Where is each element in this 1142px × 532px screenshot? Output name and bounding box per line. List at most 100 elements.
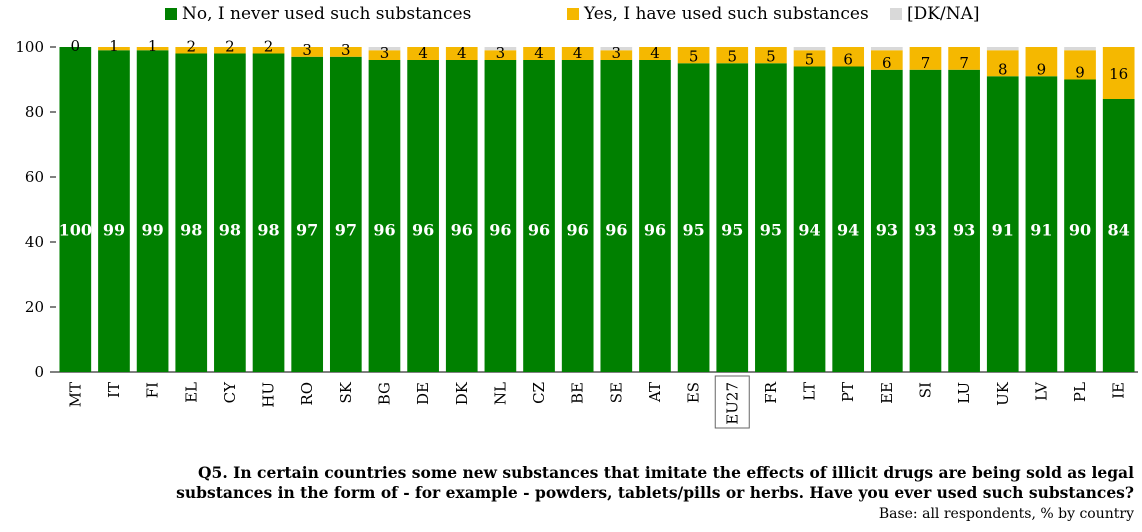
bar-segment-dkna bbox=[484, 47, 517, 51]
x-tick-label: PT bbox=[839, 382, 857, 402]
x-tick-label: LT bbox=[801, 382, 819, 401]
bar-segment-used bbox=[136, 47, 169, 51]
data-label-used: 7 bbox=[921, 54, 931, 72]
bar-segment-never bbox=[909, 69, 942, 372]
bar-segment-never bbox=[445, 60, 478, 372]
x-tick-label: EL bbox=[182, 382, 200, 403]
bar-segment-never bbox=[600, 60, 633, 372]
stacked-bar-chart: 0204060801001000MT991IT991FI982EL982CY98… bbox=[15, 37, 1138, 429]
legend-label-used: Yes, I have used such substances bbox=[584, 4, 869, 24]
data-label-used: 6 bbox=[882, 54, 892, 72]
data-label-used: 16 bbox=[1109, 65, 1128, 83]
legend-item-never-used: No, I never used such substances bbox=[165, 4, 471, 24]
data-label-used: 4 bbox=[534, 44, 544, 62]
data-label-never: 95 bbox=[721, 221, 743, 240]
data-label-never: 93 bbox=[914, 221, 936, 240]
bar-segment-used bbox=[329, 47, 362, 57]
x-tick-label: IT bbox=[105, 382, 123, 398]
bar-segment-never bbox=[329, 56, 362, 372]
bar-segment-used bbox=[909, 47, 942, 70]
data-label-never: 97 bbox=[296, 221, 318, 240]
data-label-used: 3 bbox=[380, 44, 390, 62]
data-label-never: 96 bbox=[373, 221, 395, 240]
x-tick-label: NL bbox=[491, 382, 509, 405]
bar-segment-used bbox=[716, 47, 749, 64]
bar-segment-never bbox=[870, 69, 903, 372]
bar-segment-never bbox=[561, 60, 594, 372]
bar-segment-used bbox=[98, 47, 130, 51]
data-label-never: 98 bbox=[219, 221, 241, 240]
x-tick-label: MT bbox=[66, 382, 84, 407]
bar-segment-dkna bbox=[600, 47, 633, 51]
bar-segment-never bbox=[368, 60, 401, 372]
bar-segment-dkna bbox=[1064, 47, 1096, 51]
x-tick-label: RO bbox=[298, 382, 316, 406]
data-label-used: 5 bbox=[805, 51, 815, 69]
data-label-used: 2 bbox=[186, 38, 196, 56]
bar-segment-used bbox=[639, 47, 671, 60]
bar-segment-used bbox=[291, 47, 324, 57]
data-label-never: 98 bbox=[257, 221, 279, 240]
bar-segment-never bbox=[986, 76, 1019, 372]
bar-segment-dkna bbox=[368, 47, 401, 51]
y-tick-label: 0 bbox=[34, 363, 44, 381]
highlight-box-eu27 bbox=[714, 375, 750, 429]
bar-segment-never bbox=[948, 69, 980, 372]
x-tick-label: IE bbox=[1110, 382, 1128, 399]
data-label-used: 4 bbox=[573, 44, 583, 62]
legend-label-never-used: No, I never used such substances bbox=[182, 4, 472, 24]
data-label-used: 3 bbox=[341, 41, 351, 59]
data-label-never: 91 bbox=[1030, 221, 1052, 240]
question-line-1: Q5. In certain countries some new substa… bbox=[198, 463, 1134, 482]
bar-segment-used bbox=[986, 50, 1019, 77]
data-label-never: 100 bbox=[59, 221, 92, 240]
data-label-never: 96 bbox=[528, 221, 550, 240]
data-label-never: 96 bbox=[412, 221, 434, 240]
data-label-used: 2 bbox=[264, 38, 274, 56]
data-label-used: 6 bbox=[843, 51, 853, 69]
x-tick-label: SK bbox=[337, 381, 355, 403]
data-label-used: 9 bbox=[1075, 64, 1085, 82]
data-label-never: 99 bbox=[141, 221, 163, 240]
data-label-used: 9 bbox=[1037, 60, 1047, 78]
x-tick-label: FI bbox=[144, 382, 162, 398]
data-label-never: 96 bbox=[644, 221, 666, 240]
x-tick-label: DK bbox=[453, 381, 471, 405]
bar-segment-used bbox=[252, 47, 285, 54]
x-tick-label: UK bbox=[994, 381, 1012, 406]
bar-segment-used bbox=[870, 50, 903, 70]
data-label-never: 98 bbox=[180, 221, 202, 240]
x-tick-label: CY bbox=[221, 381, 239, 403]
data-label-used: 2 bbox=[225, 38, 235, 56]
bar-segment-used bbox=[175, 47, 208, 54]
bar-segment-never bbox=[677, 63, 710, 372]
bar-segment-never bbox=[175, 53, 208, 372]
bar-segment-used bbox=[755, 47, 787, 64]
bar-segment-used bbox=[793, 50, 826, 67]
y-tick-label: 40 bbox=[25, 233, 44, 251]
bar-segment-used bbox=[561, 47, 594, 60]
bar-segment-never bbox=[1025, 76, 1058, 372]
bar-segment-used bbox=[1064, 50, 1096, 80]
bar-segment-used bbox=[1102, 47, 1135, 99]
data-label-used: 3 bbox=[612, 44, 622, 62]
x-tick-label: PL bbox=[1071, 382, 1089, 402]
x-tick-label: AT bbox=[646, 382, 664, 403]
bar-segment-used bbox=[484, 50, 517, 60]
bar-segment-never bbox=[755, 63, 787, 372]
bar-segment-used bbox=[523, 47, 555, 60]
data-label-used: 1 bbox=[148, 37, 158, 55]
legend-item-used: Yes, I have used such substances bbox=[567, 4, 869, 24]
bar-segment-never bbox=[793, 66, 826, 372]
legend-swatch-grey bbox=[890, 8, 902, 20]
x-tick-label: DE bbox=[414, 382, 432, 405]
data-label-never: 94 bbox=[798, 221, 820, 240]
bar-segment-never bbox=[716, 63, 749, 372]
question-footnote: Q5. In certain countries some new substa… bbox=[4, 463, 1134, 503]
data-label-used: 7 bbox=[959, 54, 969, 72]
x-tick-label: EE bbox=[878, 382, 896, 404]
bar-segment-used bbox=[832, 47, 865, 67]
x-tick-label: FR bbox=[762, 381, 780, 403]
y-tick-label: 80 bbox=[25, 103, 44, 121]
x-tick-label: CZ bbox=[530, 382, 548, 404]
